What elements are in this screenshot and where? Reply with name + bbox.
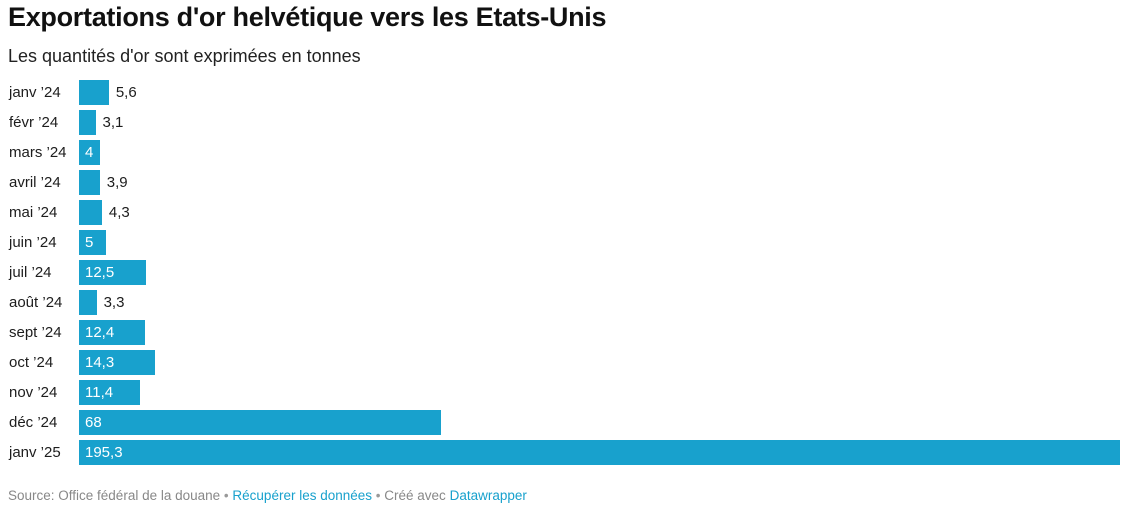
- value-label: 12,4: [85, 324, 115, 341]
- category-label: févr ’24: [9, 114, 59, 131]
- value-label: 14,3: [85, 354, 115, 371]
- bar-row: juil ’24 12,5: [0, 258, 1132, 288]
- category-label: janv ’24: [9, 84, 61, 101]
- bar-row: sept ’24 12,4: [0, 318, 1132, 348]
- created-with-text: Créé avec: [384, 488, 446, 503]
- bar: [79, 200, 102, 225]
- category-label: sept ’24: [9, 324, 62, 341]
- bar: [79, 350, 156, 375]
- chart-footer: Source: Office fédéral de la douane • Ré…: [8, 488, 527, 503]
- value-label: 11,4: [85, 384, 114, 401]
- separator-dot: •: [223, 488, 229, 503]
- category-label: oct ’24: [9, 354, 54, 371]
- bar: [79, 320, 146, 345]
- bar: [79, 380, 140, 405]
- category-label: mars ’24: [9, 144, 67, 161]
- value-label: 4,3: [108, 204, 130, 221]
- category-label: août ’24: [9, 294, 63, 311]
- category-label: juil ’24: [9, 264, 52, 281]
- bar-row: juin ’24 5: [0, 228, 1132, 258]
- bar: [79, 80, 109, 105]
- bar: [79, 170, 100, 195]
- bar-row: avril ’24 3,9: [0, 168, 1132, 198]
- bar-row: août ’24 3,3: [0, 288, 1132, 318]
- bar-row: janv ’25 195,3: [0, 438, 1132, 468]
- category-label: juin ’24: [9, 234, 57, 251]
- value-label: 3,9: [106, 174, 128, 191]
- value-label: 195,3: [85, 444, 123, 461]
- bar: [79, 110, 96, 135]
- value-label: 5: [85, 234, 94, 251]
- bar-row: oct ’24 14,3: [0, 348, 1132, 378]
- bar: [79, 440, 1120, 465]
- bar-row: déc ’24 68: [0, 408, 1132, 438]
- chart-title: Exportations d'or helvétique vers les Et…: [8, 2, 607, 32]
- value-label: 3,1: [102, 114, 124, 131]
- bar-row: nov ’24 11,4: [0, 378, 1132, 408]
- value-label: 68: [85, 414, 102, 431]
- bar: [79, 410, 442, 435]
- value-label: 5,6: [115, 84, 137, 101]
- bar-row: févr ’24 3,1: [0, 108, 1132, 138]
- value-label: 3,3: [103, 294, 125, 311]
- category-label: déc ’24: [9, 414, 58, 431]
- bar: [79, 230, 106, 255]
- source-text: Source: Office fédéral de la douane: [8, 488, 221, 503]
- value-label: 4: [85, 144, 94, 161]
- bar: [79, 290, 97, 315]
- bar: [79, 140, 101, 165]
- bar-row: mars ’24 4: [0, 138, 1132, 168]
- bar-row: mai ’24 4,3: [0, 198, 1132, 228]
- value-label: 12,5: [85, 264, 115, 281]
- bar-row: janv ’24 5,6: [0, 78, 1132, 108]
- category-label: mai ’24: [9, 204, 58, 221]
- category-label: avril ’24: [9, 174, 61, 191]
- category-label: nov ’24: [9, 384, 58, 401]
- bar-chart: janv ’24 5,6 févr ’24 3,1 mars ’24 4 avril ’24…: [0, 78, 1132, 468]
- chart-subtitle: Les quantités d'or sont exprimées en ton…: [8, 46, 361, 66]
- get-data-link[interactable]: Récupérer les données: [232, 488, 373, 503]
- category-label: janv ’25: [9, 444, 61, 461]
- bar: [79, 260, 146, 285]
- datawrapper-link[interactable]: Datawrapper: [449, 488, 527, 503]
- separator-dot: •: [375, 488, 381, 503]
